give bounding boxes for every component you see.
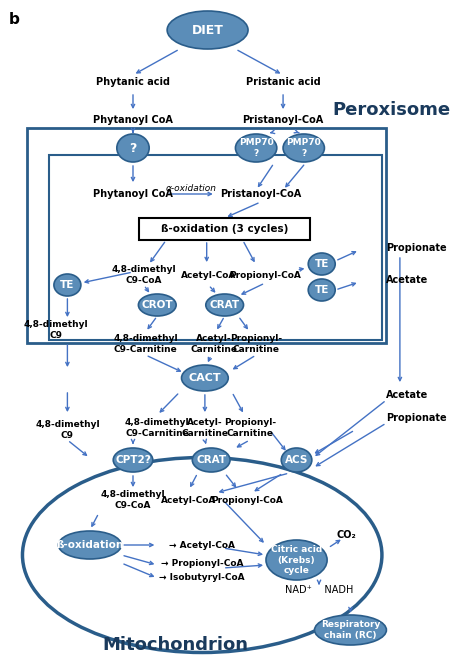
Text: b: b [9, 12, 20, 27]
Text: ß-oxidation: ß-oxidation [56, 540, 123, 550]
Ellipse shape [117, 134, 149, 162]
Ellipse shape [315, 615, 386, 645]
Text: Pristanic acid: Pristanic acid [246, 77, 321, 87]
Text: → Propionyl-CoA: → Propionyl-CoA [161, 559, 243, 567]
Text: 4,8-dimethyl
C9-CoA: 4,8-dimethyl C9-CoA [101, 490, 165, 509]
Text: Propionyl-CoA: Propionyl-CoA [229, 271, 301, 279]
Text: ACS: ACS [285, 455, 308, 465]
Text: Pristanoyl-CoA: Pristanoyl-CoA [243, 115, 324, 125]
Text: Citric acid
(Krebs)
cycle: Citric acid (Krebs) cycle [271, 545, 322, 575]
Text: Acetate: Acetate [386, 275, 429, 285]
Text: CO₂: CO₂ [336, 530, 356, 540]
Text: Propionyl-
Carnitine: Propionyl- Carnitine [224, 418, 276, 438]
Text: Propionate: Propionate [386, 243, 447, 253]
Text: Phytanoyl CoA: Phytanoyl CoA [93, 189, 173, 199]
Ellipse shape [167, 11, 248, 49]
Text: Acetyl-
Carnitine: Acetyl- Carnitine [190, 334, 237, 354]
Text: Peroxisome: Peroxisome [333, 101, 450, 119]
Text: TE: TE [315, 285, 329, 295]
Ellipse shape [283, 134, 324, 162]
Text: TE: TE [60, 280, 74, 290]
Text: CACT: CACT [188, 373, 221, 383]
Ellipse shape [58, 531, 122, 559]
Text: 4,8-dimethyl
C9: 4,8-dimethyl C9 [24, 321, 88, 340]
Ellipse shape [182, 365, 228, 391]
FancyBboxPatch shape [139, 218, 310, 240]
Text: ß-oxidation (3 cycles): ß-oxidation (3 cycles) [161, 224, 288, 234]
Text: Propionate: Propionate [386, 413, 447, 423]
Ellipse shape [206, 294, 243, 316]
Text: CPT2?: CPT2? [115, 455, 151, 465]
Text: → Acetyl-CoA: → Acetyl-CoA [169, 541, 235, 549]
Text: Acetyl-CoA: Acetyl-CoA [161, 495, 216, 505]
Text: 4,8-dimethyl
C9-Carnitine: 4,8-dimethyl C9-Carnitine [125, 418, 189, 438]
Text: CRAT: CRAT [210, 300, 240, 310]
Text: 4,8-dimethyl
C9-CoA: 4,8-dimethyl C9-CoA [111, 265, 176, 285]
Text: 4,8-dimethyl
C9-Carnitine: 4,8-dimethyl C9-Carnitine [113, 334, 178, 354]
Text: α-oxidation: α-oxidation [166, 184, 217, 192]
Text: CRAT: CRAT [196, 455, 226, 465]
Ellipse shape [308, 279, 335, 301]
Text: Mitochondrion: Mitochondrion [102, 636, 248, 654]
Ellipse shape [54, 274, 81, 296]
Text: DIET: DIET [192, 23, 224, 37]
Text: Acetyl-
Carnitine: Acetyl- Carnitine [182, 418, 228, 438]
Ellipse shape [266, 540, 327, 580]
Text: TE: TE [315, 259, 329, 269]
Ellipse shape [113, 448, 153, 472]
Text: Phytanoyl CoA: Phytanoyl CoA [93, 115, 173, 125]
Text: PMP70
?: PMP70 ? [286, 138, 321, 158]
Text: Acetyl-CoA: Acetyl-CoA [181, 271, 236, 279]
Ellipse shape [192, 448, 230, 472]
Ellipse shape [281, 448, 312, 472]
Text: Pristanoyl-CoA: Pristanoyl-CoA [220, 189, 301, 199]
Text: ?: ? [129, 142, 137, 154]
Ellipse shape [308, 253, 335, 275]
Text: → Isobutyryl-CoA: → Isobutyryl-CoA [159, 573, 245, 583]
Text: Propionyl-
Carnitine: Propionyl- Carnitine [230, 334, 282, 354]
Text: Phytanic acid: Phytanic acid [96, 77, 170, 87]
Text: 4,8-dimethyl
C9: 4,8-dimethyl C9 [35, 420, 100, 440]
Ellipse shape [236, 134, 277, 162]
Text: PMP70
?: PMP70 ? [239, 138, 274, 158]
Text: Acetate: Acetate [386, 390, 429, 400]
Text: Respiratory
chain (RC): Respiratory chain (RC) [321, 620, 380, 640]
Text: Propionyl-CoA: Propionyl-CoA [211, 495, 283, 505]
Text: NAD⁺    NADH: NAD⁺ NADH [285, 585, 353, 595]
Text: CROT: CROT [141, 300, 173, 310]
Ellipse shape [139, 294, 176, 316]
